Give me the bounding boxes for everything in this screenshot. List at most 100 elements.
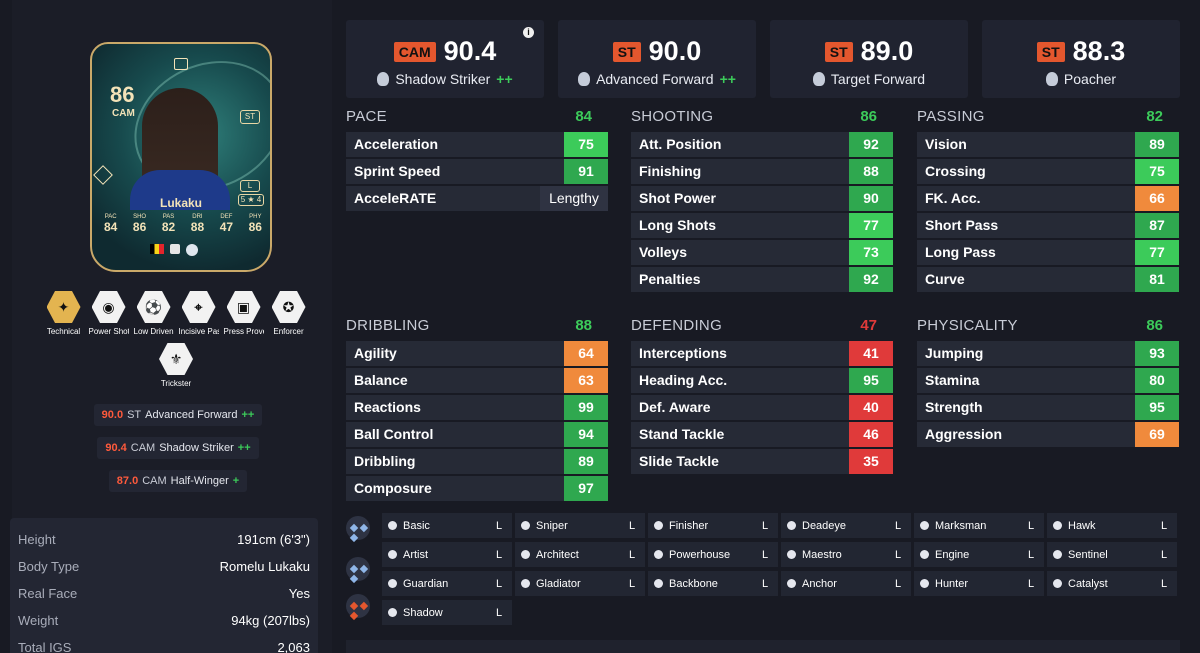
role-position: CAM (142, 475, 167, 487)
chem-style-sentinel[interactable]: Sentinel L (1047, 542, 1177, 567)
stat-name: Att. Position (639, 136, 722, 152)
chem-style-engine[interactable]: Engine L (914, 542, 1044, 567)
chem-style-deadeye[interactable]: Deadeye L (781, 513, 911, 538)
role-name: Half-Winger (170, 475, 229, 487)
position-badge: CAM (393, 41, 436, 62)
chem-style-name: Engine (935, 548, 970, 561)
stat-value: 77 (849, 213, 893, 238)
role-position: ST (127, 409, 142, 421)
chem-style-artist[interactable]: Artist L (382, 542, 512, 567)
playstyle-enforcer[interactable]: ✪ Enforcer (268, 290, 310, 336)
info-row-height: Height 191cm (6'3") (10, 526, 318, 553)
top-role-shadow-striker[interactable]: i CAM 90.4 Shadow Striker ++ (346, 20, 544, 98)
playstyle-press-proven[interactable]: ▣ Press Proven (223, 290, 265, 336)
chem-style-catalyst[interactable]: Catalyst L (1047, 571, 1177, 596)
stat-value: 95 (849, 368, 893, 393)
chem-style-name: Shadow (403, 606, 443, 619)
low-driven-shot-icon: ⚽ (136, 291, 171, 323)
chem-style-guardian[interactable]: Guardian L (382, 571, 512, 596)
stat-name: Slide Tackle (639, 453, 719, 469)
top-role-poacher[interactable]: ST 88.3 Poacher (982, 20, 1180, 98)
chem-style-maestro[interactable]: Maestro L (781, 542, 911, 567)
chem-style-shadow[interactable]: Shadow L (382, 600, 512, 625)
role-item[interactable]: 90.0 ST Advanced Forward ++ (93, 404, 263, 426)
stat-group-value: 86 (860, 107, 877, 125)
info-icon[interactable]: i (523, 27, 534, 38)
card-rating: 86 (110, 82, 135, 107)
playstyle-trickster[interactable]: ⚜ Trickster (155, 342, 197, 388)
info-key: Weight (18, 613, 59, 628)
stat-name: Crossing (925, 163, 986, 179)
stat-value: 66 (1135, 186, 1179, 211)
trickster-icon: ⚜ (159, 343, 193, 375)
chem-style-gladiator[interactable]: Gladiator L (515, 571, 645, 596)
stat-value: 35 (849, 449, 893, 474)
stat-value: 41 (849, 341, 893, 366)
stat-value: 93 (1135, 341, 1179, 366)
player-card: 86 CAM ST L 5 ★ 4 Lukaku PAC 84 SHO 86 PAS… (90, 42, 272, 272)
chem-style-name: Gladiator (536, 577, 581, 590)
card-position: CAM (112, 108, 135, 119)
stat-value: 64 (564, 341, 608, 366)
chem-style-hunter[interactable]: Hunter L (914, 571, 1044, 596)
stat-name: FK. Acc. (925, 190, 981, 206)
playstyle-technical[interactable]: ✦ Technical (43, 290, 85, 336)
playstyle-incisive-pass[interactable]: ⌖ Incisive Pass (178, 290, 220, 336)
stat-name: Reactions (354, 399, 421, 415)
chem-style-backbone[interactable]: Backbone L (648, 571, 778, 596)
stat-name: Long Shots (639, 217, 716, 233)
playstyle-label: Low Driven Shot (133, 327, 174, 336)
role-item[interactable]: 87.0 CAM Half-Winger + (108, 470, 248, 492)
chem-style-powerhouse[interactable]: Powerhouse L (648, 542, 778, 567)
stat-value: 90 (849, 186, 893, 211)
top-role-advanced-forward[interactable]: ST 90.0 Advanced Forward ++ (558, 20, 756, 98)
chem-style-sniper[interactable]: Sniper L (515, 513, 645, 538)
role-rating-value: 90.0 (648, 36, 702, 66)
stat-value: 75 (1135, 159, 1179, 184)
stat-group-header: DEFENDING 47 (631, 315, 893, 335)
playstyle-label: Power Shot (88, 327, 129, 336)
playstyle-low-driven-shot[interactable]: ⚽ Low Driven Shot (133, 290, 175, 336)
club-badge-icon (186, 244, 198, 256)
role-rating-value: 90.4 (443, 36, 497, 66)
stat-row: Sprint Speed 91 (346, 159, 608, 184)
playstyle-label: Enforcer (273, 327, 304, 336)
chem-style-grade: L (1027, 548, 1035, 561)
playstyle-power-shot[interactable]: ◉ Power Shot (88, 290, 130, 336)
deadeye-icon (787, 521, 796, 530)
chem-style-name: Deadeye (802, 519, 847, 532)
shadow-icon (388, 608, 397, 617)
info-value: 191cm (6'3") (237, 532, 310, 547)
chem-style-hawk[interactable]: Hawk L (1047, 513, 1177, 538)
stat-name: Aggression (925, 426, 1003, 442)
stat-group-title: SHOOTING (631, 107, 714, 125)
stat-group-header: PACE 84 (346, 106, 608, 126)
stat-name: Short Pass (925, 217, 999, 233)
card-badges (150, 244, 198, 256)
top-role-target-forward[interactable]: ST 89.0 Target Forward (770, 20, 968, 98)
position-badge: ST (1036, 41, 1065, 62)
chem-style-name: Powerhouse (669, 548, 731, 561)
alt-position-badge: ST (240, 110, 260, 124)
chem-style-anchor[interactable]: Anchor L (781, 571, 911, 596)
chem-style-architect[interactable]: Architect L (515, 542, 645, 567)
chem-style-finisher[interactable]: Finisher L (648, 513, 778, 538)
role-item[interactable]: 90.4 CAM Shadow Striker ++ (97, 437, 259, 459)
role-name: Shadow Striker (159, 442, 234, 454)
card-stat-value: 86 (248, 220, 262, 234)
powerhouse-icon (654, 550, 663, 559)
chem-style-marksman[interactable]: Marksman L (914, 513, 1044, 538)
stat-value: 95 (1135, 395, 1179, 420)
card-stat: SHO 86 (133, 214, 146, 234)
technical-icon: ✦ (46, 291, 81, 323)
chemistry-styles-grid: Basic L Sniper L Finisher L Deadeye L Marksman L H… (382, 513, 1180, 625)
role-name: Target Forward (830, 71, 926, 87)
chem-style-name: Maestro (802, 548, 842, 561)
incisive-pass-icon: ⌖ (181, 291, 216, 323)
bottom-section (346, 640, 1180, 653)
chem-style-basic[interactable]: Basic L (382, 513, 512, 538)
stat-value: 99 (564, 395, 608, 420)
position-badge: ST (824, 41, 853, 62)
stat-name: Finishing (639, 163, 702, 179)
chem-style-grade: L (495, 577, 503, 590)
